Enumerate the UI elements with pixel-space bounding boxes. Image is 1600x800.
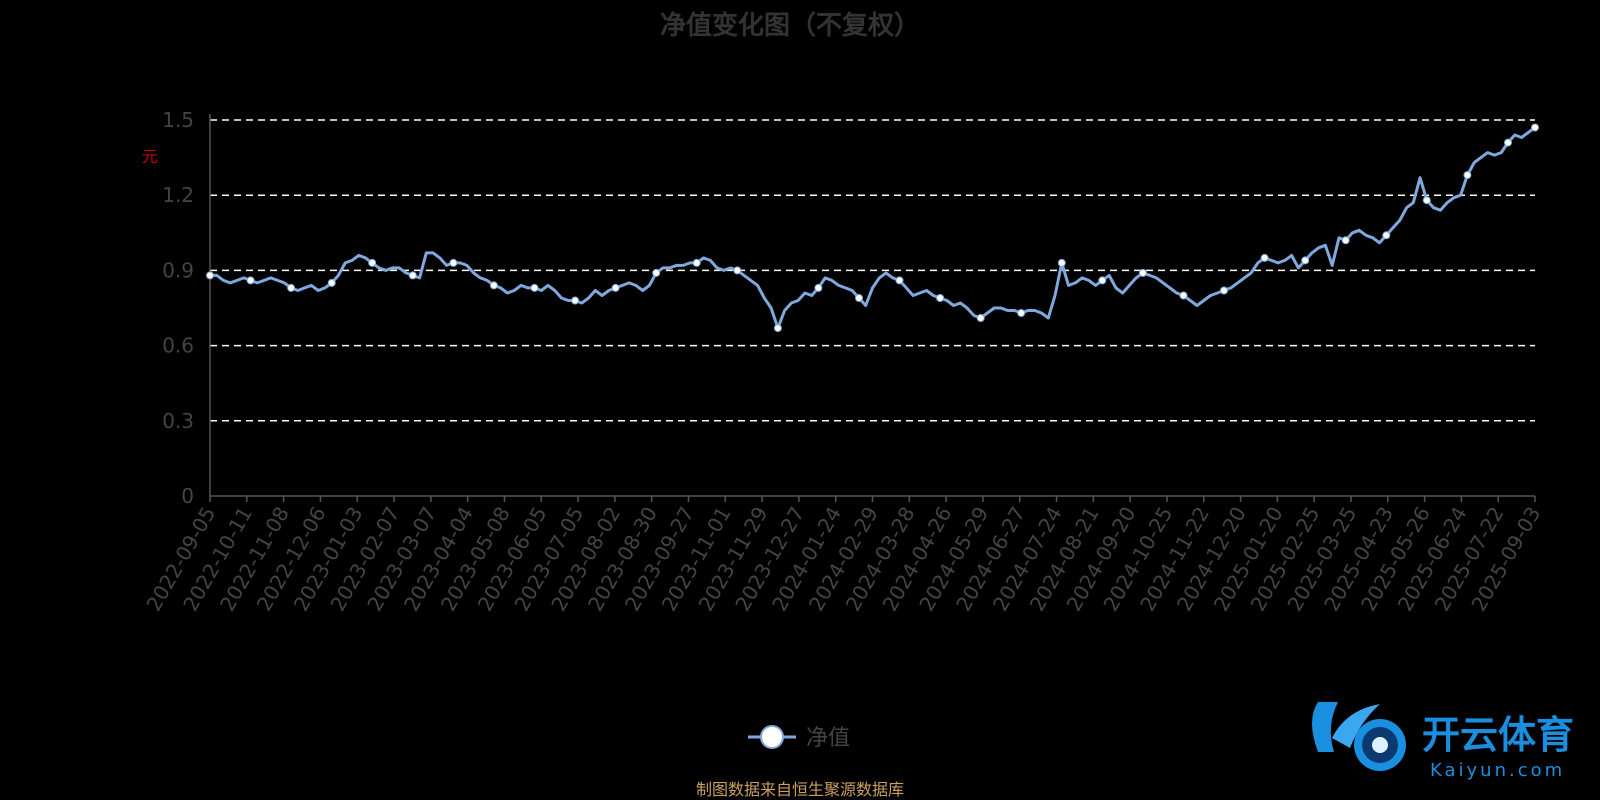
data-point[interactable] [1422,196,1431,205]
data-point[interactable] [206,271,214,280]
y-tick-label: 0 [181,484,194,508]
logo-url: Kaiyun.com [1430,760,1565,781]
data-point[interactable] [611,283,620,292]
y-tick-label: 0.9 [162,258,194,282]
data-point[interactable] [530,283,539,292]
data-source-note: 制图数据来自恒生聚源数据库 [696,780,904,799]
data-point[interactable] [855,294,863,302]
y-tick-label: 0.6 [162,334,194,358]
data-point[interactable] [327,278,336,287]
data-point[interactable] [408,271,417,280]
data-point[interactable] [1220,286,1228,295]
data-point[interactable] [1260,253,1269,262]
logo-ball-center [1372,737,1388,753]
legend-label-nav: 净值 [806,726,850,751]
data-point[interactable] [1531,123,1539,132]
series-line-nav [210,126,1536,330]
y-axis-ticks: 0 0.3 0.6 0.9 1.2 1.5 [162,108,194,508]
kaiyun-logo[interactable]: 开云体育 Kaiyun.com [1312,702,1574,781]
data-point[interactable] [1301,256,1310,265]
x-axis-ticks: 2022-09-052022-10-112022-11-082022-12-06… [141,496,1545,615]
data-point[interactable] [571,296,580,305]
logo-k-stroke [1312,702,1338,752]
y-tick-label: 0.3 [162,409,194,433]
data-point[interactable] [773,324,782,333]
data-point[interactable] [895,276,904,285]
legend-marker [760,725,784,749]
data-point[interactable] [1463,171,1472,180]
data-point[interactable] [1138,268,1147,277]
data-point[interactable] [449,258,458,267]
data-point[interactable] [1017,309,1026,317]
data-point[interactable] [287,283,296,292]
data-point[interactable] [1098,276,1107,285]
data-point[interactable] [936,294,945,302]
data-point[interactable] [652,268,661,277]
axes [209,114,1535,497]
y-tick-label: 1.5 [162,108,194,132]
data-point[interactable] [1179,291,1188,300]
data-point[interactable] [976,314,985,322]
data-point[interactable] [692,258,701,267]
y-tick-label: 1.2 [162,183,194,207]
series-group [206,123,1539,333]
data-point[interactable] [1341,236,1350,245]
data-point[interactable] [368,258,377,267]
chart-title: 净值变化图（不复权） [660,10,920,41]
logo-k-arm [1332,704,1380,748]
data-point[interactable] [246,276,255,285]
data-point[interactable] [814,283,823,292]
legend[interactable]: 净值 [748,725,850,751]
y-axis-unit: 元 [142,147,158,166]
data-point[interactable] [733,266,742,275]
data-point[interactable] [489,281,498,290]
grid-lines [210,119,1535,422]
data-point[interactable] [1382,231,1391,240]
logo-text: 开云体育 [1422,713,1574,757]
data-point[interactable] [1057,258,1066,267]
data-point[interactable] [1504,138,1512,147]
